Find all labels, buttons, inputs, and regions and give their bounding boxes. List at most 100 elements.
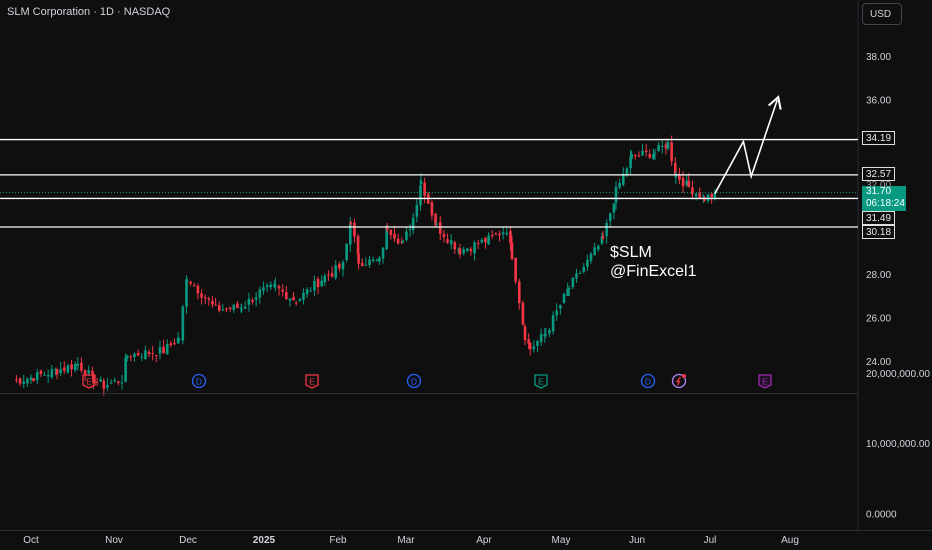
candle-body	[136, 353, 140, 356]
candle-body	[165, 343, 169, 355]
event-marker-earnings-icon[interactable]: E	[305, 374, 319, 389]
candle-body	[247, 298, 251, 305]
candle-body	[586, 259, 589, 267]
candle-body	[633, 155, 637, 157]
candle-body	[364, 264, 368, 266]
candle-body	[710, 193, 713, 198]
price-tick-label: 38.00	[866, 52, 891, 63]
candle-body	[548, 329, 551, 334]
candle-body	[192, 285, 196, 287]
candle-body	[381, 247, 385, 259]
candle-body	[95, 381, 99, 383]
event-marker-dividend-icon[interactable]: D	[191, 373, 207, 389]
candle-body	[176, 337, 180, 344]
candle-body	[292, 296, 295, 301]
svg-text:D: D	[196, 377, 202, 387]
event-marker-earnings-icon[interactable]: E	[82, 374, 96, 389]
bar-countdown: 06:18:24	[866, 198, 905, 209]
candle-body	[109, 382, 113, 384]
candle-body	[251, 299, 254, 302]
candle-body	[544, 334, 548, 336]
candle-body	[169, 343, 173, 345]
candle-body	[567, 287, 571, 290]
candle-body	[70, 364, 73, 370]
candle-body	[621, 173, 625, 185]
candle-body	[449, 240, 453, 245]
event-marker-earnings-reported-icon[interactable]: E	[534, 374, 548, 389]
time-label: 2025	[253, 535, 276, 546]
candle-body	[411, 217, 415, 230]
candle-body	[50, 369, 54, 378]
candle-body	[113, 380, 117, 382]
candle-body	[323, 275, 327, 283]
candle-body	[442, 233, 446, 238]
candle-body	[510, 242, 514, 259]
candle-body	[480, 239, 484, 243]
candle-body	[294, 302, 298, 304]
volume-tick-label: 20,000,000.00	[866, 369, 930, 380]
candle-body	[221, 309, 225, 311]
currency-button[interactable]: USD	[862, 3, 902, 25]
candle-body	[666, 141, 670, 149]
horizontal-levels	[0, 138, 858, 228]
event-marker-dividend-icon[interactable]: D	[406, 373, 422, 389]
candle-body	[207, 298, 211, 300]
candle-body	[368, 259, 371, 265]
svg-text:E: E	[309, 377, 315, 387]
candle-body	[434, 213, 437, 226]
event-marker-dividend-icon[interactable]: D	[640, 373, 656, 389]
candle-body	[446, 239, 449, 243]
svg-text:D: D	[645, 377, 651, 387]
time-label: Mar	[397, 535, 415, 546]
price-axis-ticks: 38.00 36.00 28.00 26.00 24.00	[866, 52, 891, 368]
event-marker-flash-icon[interactable]	[671, 373, 687, 389]
candle-body	[288, 298, 292, 301]
candle-body	[158, 347, 162, 354]
candle-body	[22, 381, 26, 384]
volume-axis-ticks: 20,000,000.00 10,000,000.00 0.0000	[866, 369, 930, 521]
candle-body	[652, 153, 655, 159]
candle-body	[106, 385, 109, 388]
candle-body	[228, 307, 232, 309]
time-label: Jun	[629, 535, 645, 546]
current-price-tag: 31.70 06:18:24	[862, 186, 906, 211]
candle-body	[653, 152, 657, 154]
candle-body	[120, 382, 124, 384]
candle-body	[453, 242, 457, 250]
candle-body	[102, 380, 106, 389]
candle-body	[236, 303, 239, 309]
price-tick-label: 36.00	[866, 96, 891, 107]
candle-body	[87, 370, 91, 374]
candle-body	[494, 233, 498, 235]
candle-body	[349, 222, 353, 224]
candle-body	[681, 177, 685, 187]
time-label: May	[552, 535, 571, 546]
event-marker-earnings-upcoming-icon[interactable]: E	[758, 374, 772, 389]
candle-body	[419, 180, 423, 185]
svg-text:E: E	[538, 377, 544, 387]
candle-body	[575, 273, 578, 279]
candle-body	[225, 308, 228, 310]
candle-body	[555, 310, 559, 316]
candle-body	[91, 370, 94, 374]
candle-body	[521, 302, 525, 325]
candle-body	[405, 231, 408, 241]
candle-body	[54, 369, 57, 371]
candle-body	[232, 304, 236, 310]
candle-body	[185, 280, 189, 282]
candle-body	[582, 266, 586, 272]
candle-body	[80, 362, 83, 371]
candle-body	[698, 192, 702, 199]
candle-body	[203, 297, 207, 299]
candle-body	[309, 290, 313, 292]
candle-body	[527, 339, 530, 344]
candle-body	[401, 240, 405, 243]
candle-body	[562, 293, 566, 303]
price-tick-label: 26.00	[866, 314, 891, 325]
projection-path	[714, 100, 777, 195]
candle-body	[305, 289, 309, 295]
candle-body	[578, 272, 582, 274]
candle-body	[396, 238, 400, 244]
candle-body	[214, 304, 217, 306]
